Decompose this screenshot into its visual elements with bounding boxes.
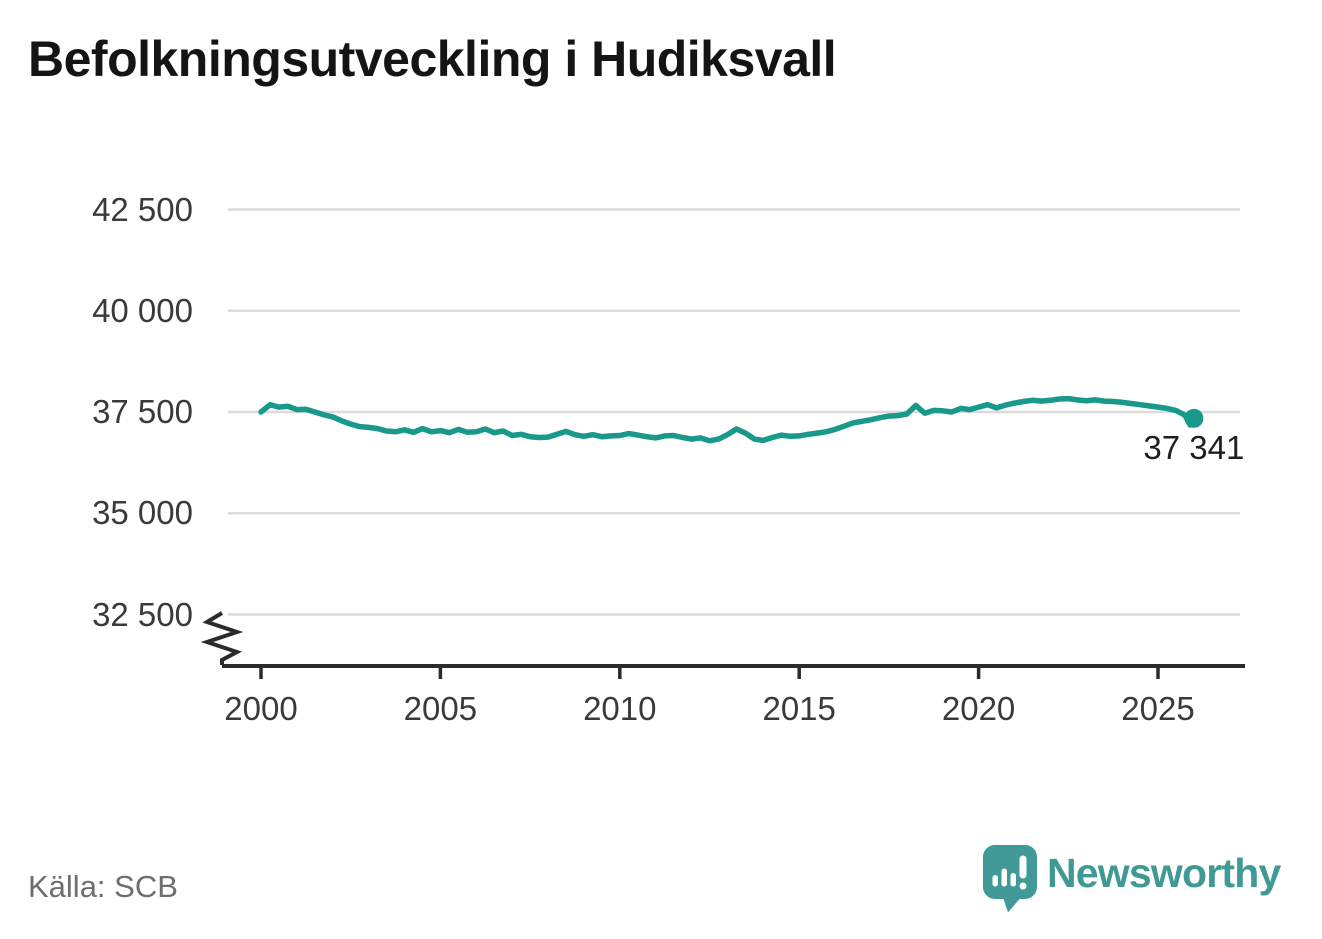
- y-axis-labels: 42 500 40 000 37 500 35 000 32 500: [40, 0, 193, 939]
- x-tick-label: 2015: [762, 690, 836, 727]
- y-tick-label: 42 500: [92, 190, 193, 228]
- y-tick-label: 37 500: [92, 393, 193, 430]
- last-point-dot: [1184, 408, 1204, 428]
- y-tick-label: 40 000: [92, 291, 193, 329]
- newsworthy-speech-bubble-chart-icon: [983, 845, 1037, 913]
- x-tick-label: 2020: [941, 690, 1016, 727]
- y-tick-label: 32 500: [92, 595, 193, 633]
- chart-title: Befolkningsutveckling i Hudiksvall: [28, 31, 837, 87]
- axis-break-icon: [200, 611, 244, 665]
- x-tick-label: 2025: [1121, 690, 1195, 727]
- population-line: [258, 395, 1197, 444]
- y-tick-label: 35 000: [92, 494, 193, 532]
- x-tick-label: 2005: [403, 690, 478, 727]
- x-tick-label: 2000: [224, 690, 298, 727]
- newsworthy-brand: Newsworthy: [983, 845, 1281, 913]
- source-label: Källa: SCB: [28, 869, 178, 904]
- newsworthy-wordmark: Newsworthy: [1047, 850, 1281, 896]
- x-tick-label: 2010: [583, 690, 657, 727]
- last-value-label: 37 341: [1143, 429, 1245, 467]
